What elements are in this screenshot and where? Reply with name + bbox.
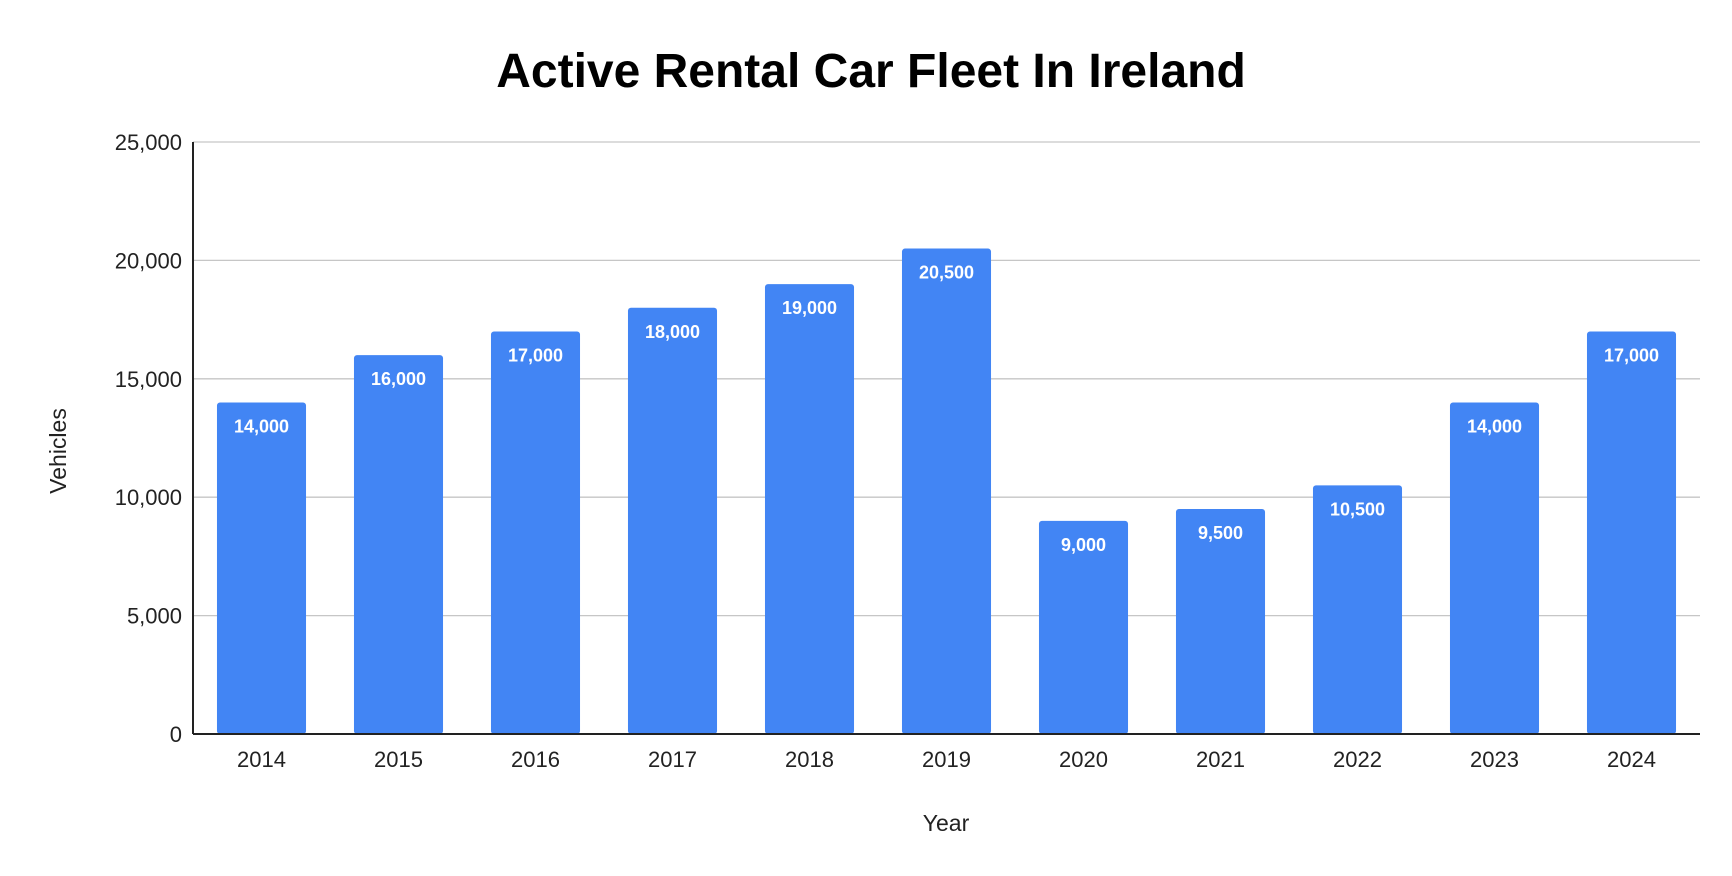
data-label-2022: 10,500 [1330,499,1385,519]
data-label-2024: 17,000 [1604,345,1659,365]
bar-2023 [1449,402,1540,734]
data-label-2020: 9,000 [1061,535,1106,555]
y-axis-title: Vehicles [45,408,71,494]
y-tick-label: 20,000 [115,248,182,273]
bar-2018 [764,284,855,734]
x-axis-title: Year [923,810,970,836]
data-label-2016: 17,000 [508,345,563,365]
x-tick-label: 2024 [1607,747,1656,772]
chart-title: Active Rental Car Fleet In Ireland [496,45,1246,98]
x-tick-label: 2021 [1196,747,1245,772]
x-tick-label: 2015 [374,747,423,772]
data-label-2018: 19,000 [782,298,837,318]
data-label-2014: 14,000 [234,416,289,436]
bar-2021 [1175,509,1266,734]
bar-2024 [1586,331,1677,734]
x-tick-label: 2014 [237,747,286,772]
bar-2016 [490,331,581,734]
x-tick-label: 2016 [511,747,560,772]
bars [216,248,1677,734]
y-tick-label: 5,000 [127,604,182,629]
y-tick-label: 0 [170,722,182,747]
y-axis-ticks: 0 5,000 10,000 15,000 20,000 25,000 [115,130,182,747]
y-tick-label: 15,000 [115,367,182,392]
y-tick-label: 10,000 [115,485,182,510]
data-label-2015: 16,000 [371,369,426,389]
data-label-2021: 9,500 [1198,523,1243,543]
x-tick-label: 2022 [1333,747,1382,772]
bar-2017 [627,307,718,734]
data-labels: 14,000 16,000 17,000 18,000 19,000 20,500 9,00… [234,263,1659,555]
x-tick-label: 2023 [1470,747,1519,772]
bar-2019 [901,248,992,734]
x-tick-label: 2017 [648,747,697,772]
data-label-2023: 14,000 [1467,416,1522,436]
x-tick-label: 2019 [922,747,971,772]
y-tick-label: 25,000 [115,130,182,155]
bar-2020 [1038,520,1129,734]
x-tick-label: 2020 [1059,747,1108,772]
x-axis-ticks: 2014 2015 2016 2017 2018 2019 2020 2021 2022 2023… [237,747,1656,772]
bar-2015 [353,355,444,734]
data-label-2017: 18,000 [645,322,700,342]
data-label-2019: 20,500 [919,263,974,283]
bar-2014 [216,402,307,734]
x-tick-label: 2018 [785,747,834,772]
bar-2022 [1312,485,1403,734]
